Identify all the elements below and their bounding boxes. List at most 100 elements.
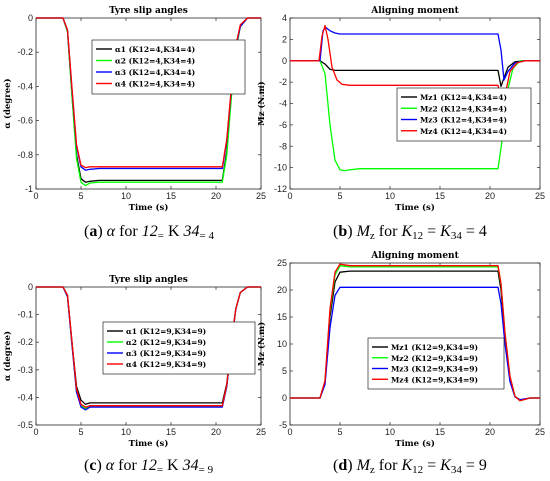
series-line: [290, 263, 540, 402]
y-tick-label: -10: [274, 163, 287, 173]
x-tick-label: 15: [166, 427, 176, 437]
legend-entry: Mz1 (K12=4,K34=4): [420, 93, 507, 102]
caption-a: (a) α for 12= K 34= 4: [84, 223, 214, 242]
x-tick-label: 25: [256, 191, 266, 201]
x-tick-label: 0: [287, 191, 292, 201]
legend-entry: Mz4 (K12=4,K34=4): [420, 127, 507, 136]
y-tick-label: -12: [274, 184, 287, 194]
legend-entry: Mz2 (K12=4,K34=4): [420, 104, 507, 113]
y-tick-label: -0.6: [17, 116, 33, 126]
y-axis-label: Mz (N.m): [256, 81, 267, 125]
chart-title: Aligning moment: [370, 6, 459, 16]
y-axis-label: Mz (N.m): [256, 322, 267, 366]
y-tick-label: -0.4: [17, 392, 33, 402]
caption-c: (c) α for 12= K 34= 9: [84, 457, 214, 476]
y-axis-label: α (degree): [2, 78, 13, 128]
legend-entry: α3 (K12=4,K34=4): [115, 68, 195, 77]
y-tick-label: -0.2: [17, 337, 33, 347]
caption-d: (d) Mz for K12 = K34 = 9: [333, 457, 487, 476]
legend-entry: Mz3 (K12=4,K34=4): [420, 116, 507, 125]
x-tick-label: 15: [435, 427, 445, 437]
x-tick-label: 5: [337, 191, 342, 201]
legend-entry: Mz1 (K12=9,K34=9): [391, 343, 478, 352]
y-tick-label: -5: [279, 420, 287, 430]
series-line: [290, 60, 540, 172]
x-axis-label: Time (s): [129, 202, 169, 213]
panel-a-tyre-slip-angles: Tyre slip angles Time (s) α (degree) 0 5 1…: [2, 6, 266, 213]
y-tick-label: 4: [282, 13, 287, 23]
panel-c-tyre-slip-angles: Tyre slip angles Time (s) α (degree) 0 5 1…: [2, 275, 266, 449]
y-tick-label: -6: [279, 120, 287, 130]
x-tick-label: 5: [337, 427, 342, 437]
x-tick-label: 25: [535, 191, 545, 201]
y-tick-label: -0.3: [17, 365, 33, 375]
chart-title: Aligning moment: [370, 251, 459, 261]
legend-box: [91, 39, 246, 95]
x-tick-label: 20: [485, 191, 495, 201]
legend-entry: α3 (K12=9,K34=9): [126, 349, 206, 358]
chart-title: Tyre slip angles: [109, 6, 188, 16]
y-tick-label: 2: [282, 34, 287, 44]
panel-d-aligning-moment: Aligning moment Time (s) Mz (N.m) 0 5 10 15…: [256, 251, 545, 449]
y-tick-label: -4: [279, 99, 287, 109]
x-tick-label: 10: [121, 427, 131, 437]
x-tick-label: 0: [33, 191, 38, 201]
y-tick-label: 0: [28, 282, 33, 292]
caption-b: (b) Mz for K12 = K34 = 4: [333, 223, 487, 242]
y-tick-label: -2: [279, 77, 287, 87]
y-tick-label: -1: [25, 184, 33, 194]
x-tick-label: 20: [211, 191, 221, 201]
x-tick-label: 0: [287, 427, 292, 437]
legend-box: [367, 337, 505, 390]
x-tick-label: 10: [385, 427, 395, 437]
y-tick-label: 15: [277, 312, 287, 322]
legend-entry: α1 (K12=4,K34=4): [115, 45, 195, 54]
series-line: [36, 286, 261, 408]
legend: α1 (K12=4,K34=4) α2 (K12=4,K34=4) α3 (K12=…: [91, 39, 246, 95]
legend-entry: Mz3 (K12=9,K34=9): [391, 365, 478, 374]
y-tick-label: 25: [277, 258, 287, 268]
x-tick-label: 20: [211, 427, 221, 437]
series-line: [290, 24, 540, 108]
x-axis-label: Time (s): [395, 438, 435, 449]
legend: Mz1 (K12=9,K34=9) Mz2 (K12=9,K34=9) Mz3 (K…: [367, 337, 505, 390]
legend-entry: α4 (K12=9,K34=9): [126, 360, 206, 369]
x-tick-label: 5: [78, 427, 83, 437]
x-tick-label: 15: [166, 191, 176, 201]
legend-entry: Mz2 (K12=9,K34=9): [391, 354, 478, 363]
y-tick-label: 20: [277, 285, 287, 295]
legend-entry: α1 (K12=9,K34=9): [126, 327, 206, 336]
legend-entry: α2 (K12=4,K34=4): [115, 57, 195, 66]
y-tick-label: -0.4: [17, 81, 33, 91]
x-tick-label: 10: [121, 191, 131, 201]
x-tick-label: 0: [33, 427, 38, 437]
x-tick-label: 25: [256, 427, 266, 437]
y-tick-label: 0: [28, 13, 33, 23]
x-axis-label: Time (s): [395, 202, 435, 213]
y-tick-label: -0.5: [17, 420, 33, 430]
y-tick-label: 5: [282, 366, 287, 376]
legend-entry: Mz4 (K12=9,K34=9): [391, 375, 478, 384]
series-line: [36, 17, 261, 169]
series-line: [290, 60, 540, 88]
legend-entry: α2 (K12=9,K34=9): [126, 338, 206, 347]
x-tick-label: 20: [485, 427, 495, 437]
legend: Mz1 (K12=4,K34=4) Mz2 (K12=4,K34=4) Mz3 (K…: [396, 87, 532, 142]
x-axis-label: Time (s): [129, 438, 169, 449]
y-tick-label: -0.8: [17, 150, 33, 160]
y-tick-label: -0.1: [17, 310, 33, 320]
chart-title: Tyre slip angles: [109, 275, 188, 285]
y-tick-label: 0: [282, 56, 287, 66]
panel-b-aligning-moment: Aligning moment Time (s) Mz (N.m) 0 5 10 15…: [256, 6, 545, 213]
x-tick-label: 10: [385, 191, 395, 201]
y-tick-label: -0.2: [17, 47, 33, 57]
y-tick-label: 0: [282, 393, 287, 403]
x-tick-label: 15: [435, 191, 445, 201]
legend: α1 (K12=9,K34=9) α2 (K12=9,K34=9) α3 (K12=…: [102, 321, 256, 375]
legend-box: [102, 321, 256, 375]
y-tick-label: -8: [279, 141, 287, 151]
x-tick-label: 5: [78, 191, 83, 201]
legend-entry: α4 (K12=4,K34=4): [115, 80, 195, 89]
y-axis-label: α (degree): [2, 331, 13, 381]
